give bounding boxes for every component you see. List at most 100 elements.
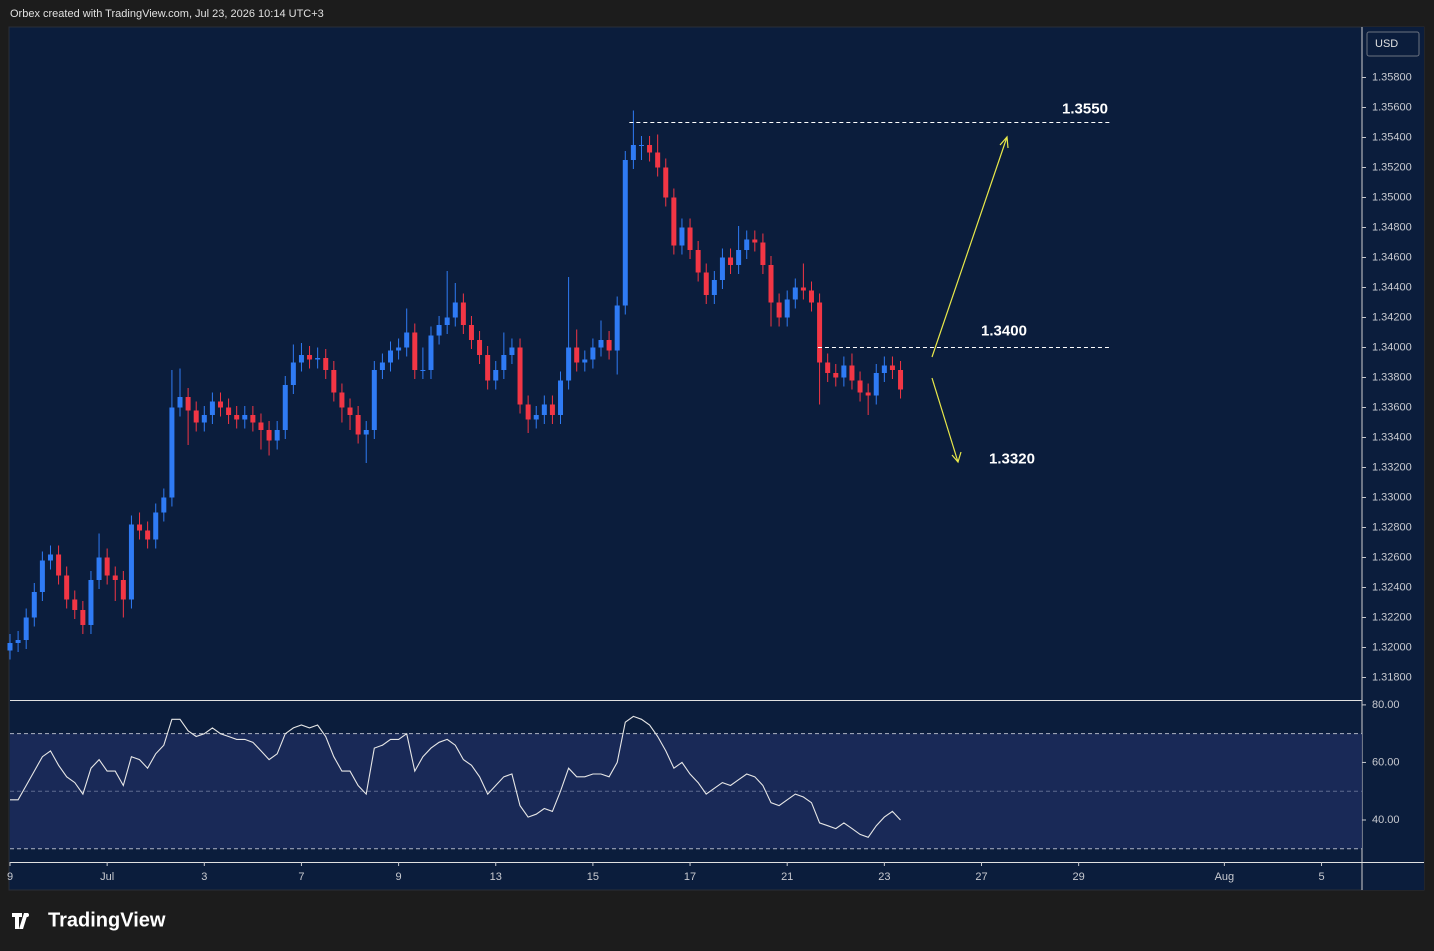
candle-body [736, 250, 742, 265]
candle-body [622, 160, 628, 306]
caption: Orbex created with TradingView.com, Jul … [10, 8, 324, 20]
candle-body [485, 355, 491, 381]
candle-body [47, 554, 53, 561]
candle-body [857, 380, 863, 393]
candle-body [388, 350, 394, 363]
x-tick-label: 27 [975, 871, 987, 883]
y-tick-label: 1.34000 [1372, 341, 1412, 353]
candle-body [663, 167, 669, 198]
candle-body [752, 239, 758, 243]
candle-body [355, 415, 361, 435]
candle-body [282, 385, 288, 430]
candle-body [817, 302, 823, 363]
candle-body [558, 380, 564, 415]
candle-body [800, 287, 806, 291]
candle-body [371, 370, 377, 430]
y-tick-label: 1.35800 [1372, 71, 1412, 83]
candle-body [873, 373, 879, 396]
candle-body [808, 290, 814, 303]
y-tick-label: 1.33200 [1372, 461, 1412, 473]
x-tick-label: 21 [781, 871, 793, 883]
candle-body [250, 415, 256, 423]
candle-body [833, 373, 839, 378]
arrow-head [999, 135, 1009, 149]
y-tick-label: 60.00 [1372, 756, 1400, 768]
candle-body [128, 524, 134, 600]
level-label: 1.3320 [989, 450, 1035, 467]
candle-body [88, 580, 94, 625]
candle-body [849, 365, 855, 381]
level-label: 1.3400 [981, 322, 1027, 339]
y-tick-label: 1.32600 [1372, 551, 1412, 563]
logo-text: TradingView [48, 909, 166, 931]
arrow-up [931, 136, 1008, 358]
y-tick-label: 1.35400 [1372, 131, 1412, 143]
candle-body [307, 355, 313, 360]
candle-body [614, 305, 620, 351]
candle-body [452, 302, 458, 318]
candle-body [339, 392, 345, 408]
y-tick-label: 1.34800 [1372, 221, 1412, 233]
candle-body [234, 415, 240, 420]
candle-body [501, 355, 507, 370]
candle-body [792, 287, 798, 300]
candle-body [598, 340, 604, 348]
candle-body [687, 227, 693, 250]
candle-body [744, 239, 750, 250]
candle-body [566, 347, 572, 381]
candle-body [64, 575, 70, 600]
candle-body [533, 415, 539, 420]
candle-body [145, 530, 151, 540]
candle-body [15, 640, 21, 643]
candle-body [23, 617, 29, 640]
candle-body [574, 347, 580, 363]
candle-body [630, 145, 636, 160]
y-tick-label: 1.32800 [1372, 521, 1412, 533]
candle-body [760, 242, 766, 265]
candle-body [468, 325, 474, 340]
x-tick-label: Jul [100, 871, 114, 883]
candle-body [274, 430, 280, 441]
y-tick-label: 40.00 [1372, 814, 1400, 826]
candle-body [825, 362, 831, 373]
candle-body [420, 370, 426, 371]
candle-body [217, 401, 223, 408]
candle-body [72, 599, 78, 610]
x-tick-label: 23 [878, 871, 890, 883]
arrow-head [951, 451, 962, 464]
x-tick-label: 5 [1318, 871, 1324, 883]
candle-body [436, 325, 442, 336]
candle-body [226, 407, 232, 415]
x-tick-label: 17 [684, 871, 696, 883]
candles [7, 110, 904, 660]
x-tick-label: 15 [587, 871, 599, 883]
price-axis [1362, 27, 1424, 890]
candle-body [201, 415, 207, 423]
y-tick-label: 1.33000 [1372, 491, 1412, 503]
candle-body [242, 415, 248, 420]
candle-body [679, 227, 685, 246]
candle-body [517, 347, 523, 405]
y-tick-label: 1.34200 [1372, 311, 1412, 323]
candle-body [161, 497, 167, 513]
candle-body [695, 250, 701, 273]
candle-body [258, 422, 264, 430]
candle-body [719, 257, 725, 280]
candle-body [655, 152, 661, 168]
candle-body [80, 610, 86, 625]
candle-body [525, 404, 531, 420]
candle-body [606, 340, 612, 351]
y-tick-label: 1.35000 [1372, 191, 1412, 203]
candle-body [404, 332, 410, 348]
y-tick-label: 1.33800 [1372, 371, 1412, 383]
y-tick-label: 1.33400 [1372, 431, 1412, 443]
rsi-line [10, 715, 901, 838]
y-tick-label: 1.32400 [1372, 581, 1412, 593]
y-tick-label: 1.34600 [1372, 251, 1412, 263]
candle-body [104, 557, 110, 576]
candle-body [379, 362, 385, 370]
candle-body [39, 560, 45, 592]
candle-body [298, 355, 304, 363]
logo-mark [12, 913, 28, 929]
